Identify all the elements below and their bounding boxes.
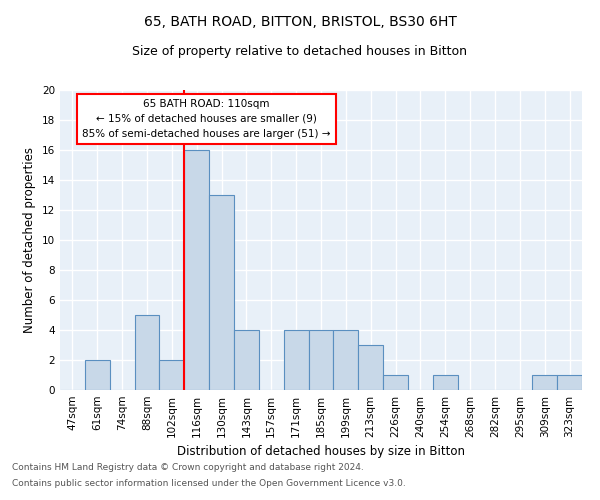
Bar <box>184 150 209 390</box>
Text: Size of property relative to detached houses in Bitton: Size of property relative to detached ho… <box>133 45 467 58</box>
Text: Contains HM Land Registry data © Crown copyright and database right 2024.: Contains HM Land Registry data © Crown c… <box>12 464 364 472</box>
Bar <box>532 375 557 390</box>
Bar <box>160 360 184 390</box>
Bar <box>209 195 234 390</box>
Bar <box>85 360 110 390</box>
Text: 65, BATH ROAD, BITTON, BRISTOL, BS30 6HT: 65, BATH ROAD, BITTON, BRISTOL, BS30 6HT <box>143 15 457 29</box>
Bar <box>358 345 383 390</box>
Text: Contains public sector information licensed under the Open Government Licence v3: Contains public sector information licen… <box>12 478 406 488</box>
Y-axis label: Number of detached properties: Number of detached properties <box>23 147 37 333</box>
Bar <box>234 330 259 390</box>
Bar <box>433 375 458 390</box>
Bar <box>557 375 582 390</box>
Bar <box>334 330 358 390</box>
Bar <box>284 330 308 390</box>
X-axis label: Distribution of detached houses by size in Bitton: Distribution of detached houses by size … <box>177 446 465 458</box>
Bar <box>383 375 408 390</box>
Text: 65 BATH ROAD: 110sqm
← 15% of detached houses are smaller (9)
85% of semi-detach: 65 BATH ROAD: 110sqm ← 15% of detached h… <box>82 99 331 138</box>
Bar <box>134 315 160 390</box>
Bar <box>308 330 334 390</box>
